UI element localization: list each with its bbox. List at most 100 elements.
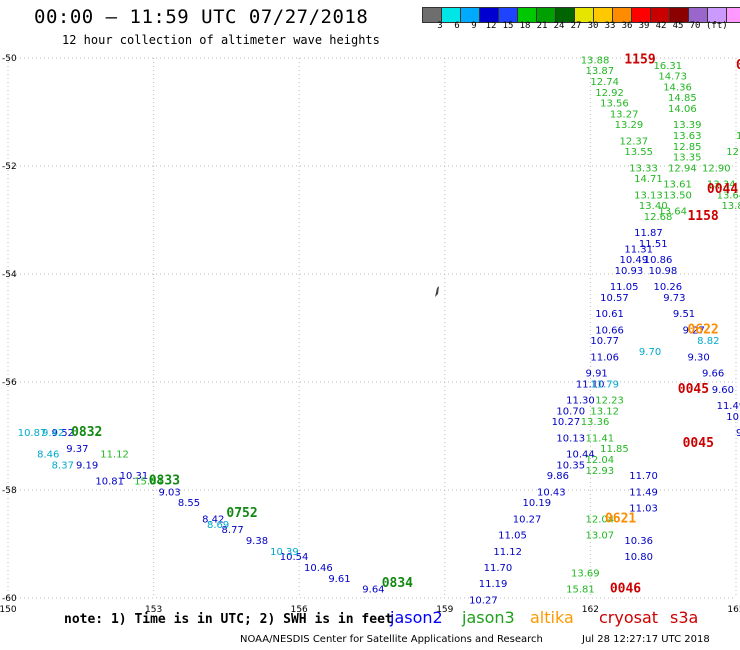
data-label: 13.88	[721, 201, 740, 212]
data-label: 12.86	[736, 131, 740, 142]
data-label: 13.34	[707, 180, 736, 191]
data-label: 0622	[687, 322, 718, 337]
data-label: 0834	[382, 576, 413, 591]
data-label: 13.87	[586, 66, 615, 77]
data-label: 10.31	[120, 471, 149, 482]
color-swatch	[726, 7, 740, 23]
data-label: 9.86	[547, 471, 569, 482]
data-label: 13.27	[610, 109, 639, 120]
data-label: 10.36	[624, 536, 653, 547]
y-tick-label: -60	[2, 594, 17, 604]
data-label: 8.55	[178, 498, 200, 509]
data-label: 11.06	[590, 352, 619, 363]
data-label: 14.85	[668, 93, 697, 104]
page-title: 00:00 – 11:59 UTC 07/27/2018	[34, 6, 369, 28]
data-label: 11.10	[576, 379, 605, 390]
data-label: 10.61	[595, 309, 624, 320]
color-scale-label: 3	[437, 21, 443, 31]
data-label: 11.70	[484, 563, 513, 574]
data-label: 12.23	[595, 396, 624, 407]
data-label: 1159	[624, 52, 655, 67]
data-label: 13.13	[634, 190, 663, 201]
x-tick-label: 156	[291, 605, 308, 615]
data-label: 10.13	[556, 433, 585, 444]
y-tick-label: -56	[2, 378, 17, 388]
data-label: 11.49	[629, 487, 658, 498]
y-tick-label: -52	[2, 162, 17, 172]
color-scale-label: 70	[689, 21, 701, 31]
data-label: 9.70	[639, 347, 661, 358]
data-label: 8.69	[207, 520, 229, 531]
data-label: 0045	[683, 436, 714, 451]
data-label: 10.49	[620, 255, 649, 266]
data-label: 12.68	[644, 212, 673, 223]
data-label: 9.99	[736, 428, 740, 439]
data-label: 13.61	[663, 180, 692, 191]
data-label: 11.79	[590, 379, 619, 390]
data-label: 10.54	[280, 552, 309, 563]
y-tick-label: -50	[2, 54, 17, 64]
color-scale-label: 24	[553, 21, 565, 31]
data-label: 0045	[678, 382, 709, 397]
color-scale-label: 9	[471, 21, 477, 31]
data-label: 12.92	[595, 88, 624, 99]
data-label: 10.19	[522, 498, 551, 509]
x-tick-label: 165	[727, 605, 740, 615]
data-label: 9.61	[328, 574, 350, 585]
data-label: 11.51	[639, 239, 668, 250]
data-label: 11.70	[629, 471, 658, 482]
data-label: 13.55	[624, 147, 653, 158]
data-label: 10.05	[726, 412, 740, 423]
data-label: 13.29	[615, 120, 644, 131]
data-label: 9.52	[52, 428, 74, 439]
data-label: 10.27	[469, 595, 498, 606]
data-label: 8.42	[202, 514, 224, 525]
data-label: 11.49	[717, 401, 740, 412]
credit-text: NOAA/NESDIS Center for Satellite Applica…	[240, 634, 543, 645]
x-tick-label: 150	[0, 605, 17, 615]
data-label: 11.03	[629, 504, 658, 515]
data-label: 9.64	[362, 585, 384, 596]
color-scale-label: (ft)	[706, 21, 728, 31]
data-label: 13.35	[673, 153, 702, 164]
data-label: 11.30	[566, 396, 595, 407]
data-label: 9.19	[76, 460, 98, 471]
legend-item: s3a	[670, 608, 699, 627]
data-label: 13.88	[581, 55, 610, 66]
color-scale-label: 36	[621, 21, 633, 31]
data-label: 9.27	[683, 325, 705, 336]
data-label: 13.33	[629, 163, 658, 174]
data-label: 10.80	[624, 552, 653, 563]
data-label: 13.64	[658, 207, 687, 218]
color-scale-label: 21	[536, 21, 548, 31]
data-label: 12.94	[668, 163, 697, 174]
data-label: 10.87	[18, 428, 47, 439]
x-tick-label: 153	[145, 605, 162, 615]
color-scale-label: 12	[485, 21, 497, 31]
data-label: 11.12	[493, 547, 522, 558]
data-label: 14.71	[634, 174, 663, 185]
data-label: 10.44	[566, 450, 595, 461]
data-label: 13.56	[600, 99, 629, 110]
data-label: 15.81	[566, 585, 595, 596]
data-label: 10.66	[595, 325, 624, 336]
data-label: 15.84	[134, 477, 163, 488]
data-label: 9.42	[42, 428, 64, 439]
data-label: 10.27	[552, 417, 581, 428]
timestamp-text: Jul 28 12:27:17 UTC 2018	[582, 634, 710, 645]
note-text: note: 1) Time is in UTC; 2) SWH is in fe…	[64, 612, 393, 627]
data-label: 10.86	[644, 255, 673, 266]
data-label: 12.04	[586, 455, 615, 466]
data-label: 0833	[149, 474, 180, 489]
data-label: 9.30	[687, 352, 709, 363]
data-label: 9.38	[246, 536, 268, 547]
data-label: 12.74	[590, 77, 619, 88]
data-label: 11.05	[610, 282, 639, 293]
data-label: 9.03	[158, 487, 180, 498]
data-label: 8.46	[37, 450, 59, 461]
data-label: 12.37	[620, 136, 649, 147]
color-scale	[422, 7, 740, 23]
data-label: 10.77	[590, 336, 619, 347]
data-label: 12.90	[726, 147, 740, 158]
